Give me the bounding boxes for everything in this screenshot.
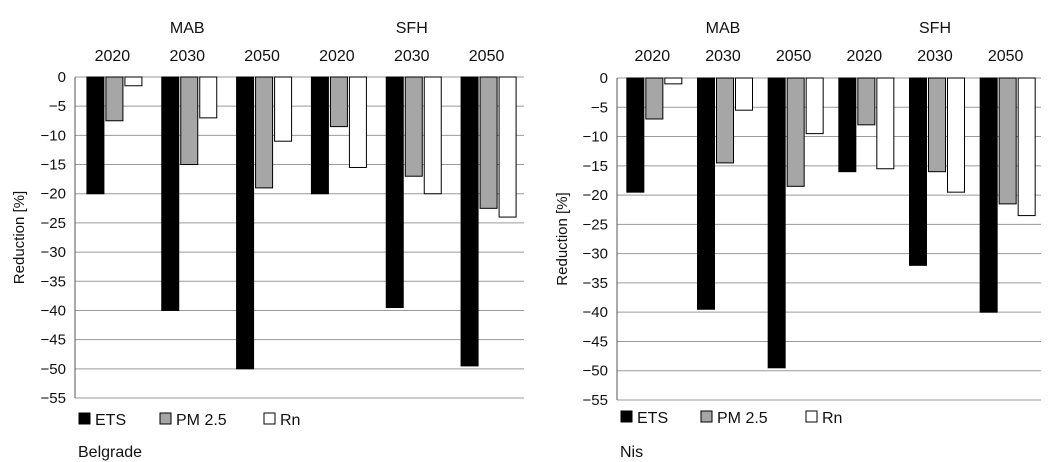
category-label: 2020 [319,48,355,65]
bar-pm-2-5 [857,77,876,126]
legend-swatch [805,410,818,423]
y-axis-label: Reduction [%] [554,192,571,285]
legend-swatch [700,410,713,423]
bar-rn [274,76,293,142]
y-tick-label: −10 [41,127,66,144]
y-tick-label: −25 [41,215,66,232]
bar-rn [498,76,517,218]
bar-rn [735,77,753,111]
category-label: 2020 [95,48,131,65]
bar-pm-2-5 [928,77,946,173]
legend-label: Rn [822,410,842,427]
bar-rn [876,77,895,170]
y-tick-label: −30 [41,244,66,261]
category-label: 2050 [988,48,1024,65]
y-tick-label: 0 [58,69,66,86]
y-axis-label: Reduction [%] [11,191,28,284]
category-label: 2030 [917,48,953,65]
group-label: SFH [919,20,951,37]
bar-ets [86,76,105,195]
legend-swatch [159,412,172,425]
bar-pm-2-5 [180,76,199,166]
bar-pm-2-5 [645,77,664,120]
legend-label: PM 2.5 [717,410,768,427]
group-label: MAB [170,20,205,37]
bar-ets [385,76,404,309]
bar-ets [979,77,998,313]
bar-rn [805,77,824,135]
category-label: 2030 [394,48,430,65]
legend-swatch [78,412,91,425]
y-tick-label: −25 [583,216,608,233]
category-label: 2050 [244,48,280,65]
y-tick-label: −15 [41,157,66,174]
category-label: 2030 [705,48,741,65]
category-label: 2050 [776,48,812,65]
city-label: Belgrade [78,444,142,461]
y-tick-label: −45 [41,332,66,349]
bar-pm-2-5 [479,76,498,209]
legend-label: ETS [637,410,668,427]
bar-rn [348,76,367,168]
bar-rn [199,76,218,119]
bar-pm-2-5 [716,77,734,164]
bar-rn [124,76,143,87]
y-tick-label: 0 [600,70,608,87]
bar-pm-2-5 [105,76,124,122]
bar-pm-2-5 [786,77,805,187]
bar-pm-2-5 [329,76,348,128]
y-tick-label: −55 [41,390,66,407]
bar-rn [947,77,965,193]
y-tick-label: −20 [41,186,66,203]
legend: ETS PM 2.5 Rn [78,412,300,429]
bar-ets [909,77,927,266]
bar-rn [664,77,683,85]
y-tick-label: −20 [583,187,608,204]
y-tick-label: −10 [583,129,608,146]
y-tick-label: −40 [583,304,608,321]
y-tick-label: −50 [41,361,66,378]
bar-ets [767,77,786,369]
y-tick-label: −55 [583,392,608,409]
bar-pm-2-5 [998,77,1017,205]
bar-ets [310,76,329,195]
group-label: MAB [706,20,741,37]
y-tick-label: −40 [41,302,66,319]
bar-ets [697,77,715,310]
bar-ets [838,77,857,173]
category-label: 2020 [847,48,883,65]
y-tick-label: −5 [591,99,608,116]
bar-ets [460,76,479,367]
city-label: Nis [620,444,643,461]
y-tick-label: −35 [41,273,66,290]
bar-pm-2-5 [404,76,423,177]
y-tick-label: −15 [583,158,608,175]
y-tick-label: −30 [583,246,608,263]
bar-ets [236,76,255,370]
legend-label: ETS [95,412,126,429]
category-label: 2030 [169,48,205,65]
bar-ets [626,77,645,193]
category-label: 2050 [469,48,505,65]
y-tick-label: −50 [583,363,608,380]
chart-nis: 0 −5 −10 −15 −20 −25 −30 −35 −40 −45 −50 −55 Reducti… [554,20,1041,461]
y-tick-label: −35 [583,275,608,292]
y-tick-label: −45 [583,333,608,350]
legend-label: PM 2.5 [176,412,227,429]
bar-rn [423,76,442,195]
y-tick-label: −5 [49,98,66,115]
category-label: 2020 [635,48,671,65]
bar-rn [1017,77,1036,217]
bar-pm-2-5 [255,76,274,189]
legend: ETS PM 2.5 Rn [620,410,842,427]
legend-label: Rn [280,412,300,429]
group-label: SFH [396,20,428,37]
legend-swatch [263,412,276,425]
legend-swatch [620,410,633,423]
bar-ets [161,76,180,311]
chart-belgrade: 0 −5 −10 −15 −20 −25 −30 −35 −40 −45 −50 −55 Reducti… [11,20,524,461]
